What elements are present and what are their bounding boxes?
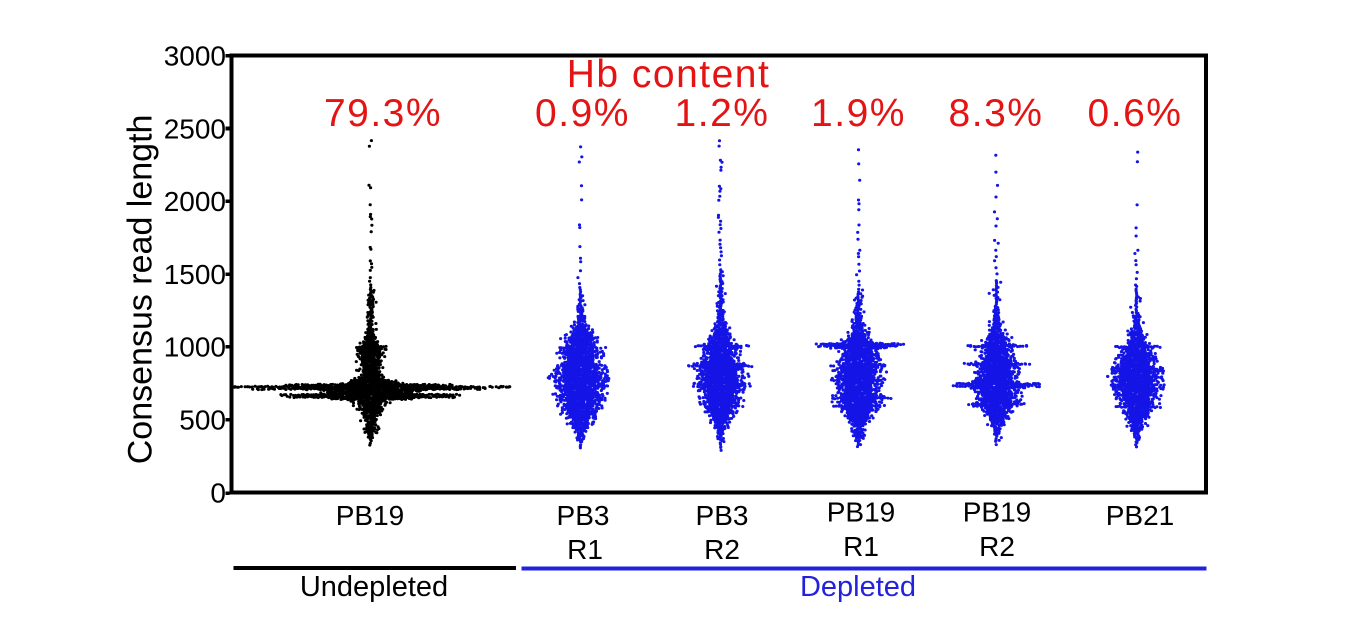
svg-text:79.3%: 79.3% <box>324 92 442 135</box>
svg-text:Depleted: Depleted <box>800 571 916 603</box>
svg-text:Hb content: Hb content <box>567 53 771 96</box>
svg-text:1000: 1000 <box>164 332 226 363</box>
svg-text:PB3: PB3 <box>696 500 749 531</box>
svg-text:R2: R2 <box>979 531 1015 562</box>
svg-text:0.9%: 0.9% <box>535 92 630 135</box>
svg-text:R1: R1 <box>567 534 603 565</box>
svg-text:R2: R2 <box>704 534 740 565</box>
svg-text:2500: 2500 <box>164 113 226 144</box>
svg-text:Consensus read length: Consensus read length <box>122 115 160 465</box>
svg-text:PB19: PB19 <box>336 500 405 531</box>
svg-text:0.6%: 0.6% <box>1088 92 1183 135</box>
svg-text:0: 0 <box>210 477 226 508</box>
svg-text:PB21: PB21 <box>1106 500 1175 531</box>
svg-text:PB19: PB19 <box>963 497 1032 528</box>
svg-text:PB3: PB3 <box>557 500 610 531</box>
svg-text:1500: 1500 <box>164 259 226 290</box>
svg-text:PB19: PB19 <box>827 497 896 528</box>
svg-text:8.3%: 8.3% <box>949 92 1044 135</box>
svg-text:R1: R1 <box>843 531 879 562</box>
svg-text:3000: 3000 <box>164 41 226 72</box>
svg-text:Undepleted: Undepleted <box>300 571 448 603</box>
svg-text:1.2%: 1.2% <box>675 92 770 135</box>
svg-text:1.9%: 1.9% <box>811 92 906 135</box>
svg-text:2000: 2000 <box>164 186 226 217</box>
svg-text:500: 500 <box>179 405 226 436</box>
